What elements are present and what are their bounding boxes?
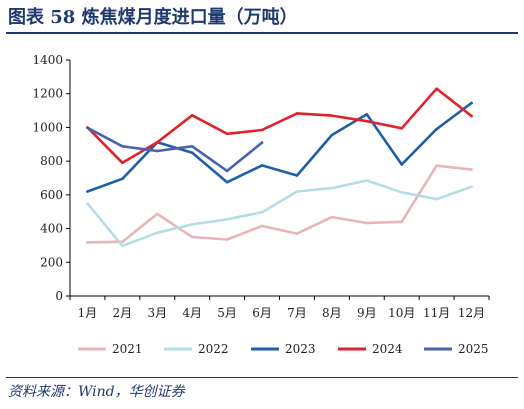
y-tick-label: 0 xyxy=(55,289,63,303)
data-point-2023 xyxy=(121,177,124,181)
y-tick-label: 1000 xyxy=(32,120,63,134)
x-tick-label: 3月 xyxy=(147,306,167,320)
data-point-2022 xyxy=(435,197,438,201)
data-point-2025 xyxy=(121,145,124,148)
data-point-2023 xyxy=(435,127,438,131)
series-line-2021 xyxy=(86,164,473,244)
data-point-2021 xyxy=(155,212,159,216)
data-point-2022 xyxy=(400,191,404,194)
x-tick-label: 12月 xyxy=(458,306,485,320)
series-line-2024 xyxy=(86,87,473,165)
data-point-2025 xyxy=(260,141,264,144)
data-point-2022 xyxy=(155,231,159,235)
data-point-2024 xyxy=(470,114,473,118)
data-point-2022 xyxy=(225,218,229,221)
legend-label-2023: 2023 xyxy=(285,342,316,356)
x-tick-label: 7月 xyxy=(287,306,307,320)
axes xyxy=(69,60,489,297)
x-tick-label: 1月 xyxy=(78,306,98,320)
data-point-2024 xyxy=(435,87,438,90)
data-point-2024 xyxy=(190,113,194,117)
x-tick-label: 4月 xyxy=(182,306,202,320)
x-tick-label: 11月 xyxy=(423,306,450,320)
data-point-2023 xyxy=(470,101,473,105)
import-line-chart: 0 200 400 600 800 1000 1200 1400 1月 2月 3月 4月 5月 6月 7月 8… xyxy=(32,53,490,356)
data-point-2021 xyxy=(86,241,89,244)
y-tick-label: 800 xyxy=(40,154,63,168)
x-tick-label: 6月 xyxy=(252,306,272,320)
data-point-2023 xyxy=(86,190,89,193)
data-point-2023 xyxy=(225,180,229,184)
data-point-2021 xyxy=(470,168,473,171)
figure-title: 图表 58 炼焦煤月度进口量（万吨） xyxy=(8,7,298,28)
data-point-2021 xyxy=(225,238,229,241)
data-point-2024 xyxy=(295,112,299,115)
x-tick-label: 5月 xyxy=(217,306,237,320)
y-tick-label: 400 xyxy=(40,222,63,236)
data-point-2021 xyxy=(330,215,334,219)
data-point-2023 xyxy=(330,133,334,137)
data-point-2023 xyxy=(295,174,299,177)
data-point-2021 xyxy=(121,240,124,244)
data-point-2021 xyxy=(435,164,438,167)
data-point-2024 xyxy=(121,161,124,165)
tick-labels: 0 200 400 600 800 1000 1200 1400 1月 2月 3月 4月 5月 6月 7月 8… xyxy=(32,53,490,320)
data-point-2021 xyxy=(400,220,404,224)
data-point-2021 xyxy=(365,221,369,225)
legend-label-2025: 2025 xyxy=(458,342,489,356)
legend-label-2024: 2024 xyxy=(372,342,403,356)
data-point-2023 xyxy=(260,164,264,167)
legend-label-2022: 2022 xyxy=(198,342,229,356)
data-point-2022 xyxy=(121,244,124,248)
source-note: 资料来源：Wind，华创证券 xyxy=(8,384,185,400)
y-tick-label: 200 xyxy=(40,255,63,269)
data-point-2025 xyxy=(225,169,229,173)
title-rule xyxy=(6,32,518,34)
data-point-2021 xyxy=(190,235,194,239)
data-point-2022 xyxy=(330,186,334,190)
data-point-2024 xyxy=(330,114,334,117)
y-tick-label: 1200 xyxy=(32,87,63,101)
data-point-2022 xyxy=(365,179,369,182)
x-tick-label: 8月 xyxy=(322,306,342,320)
data-point-2021 xyxy=(295,232,299,235)
source-rule xyxy=(6,377,518,378)
data-point-2024 xyxy=(365,119,369,123)
data-point-2024 xyxy=(155,140,159,144)
series-line-2025 xyxy=(86,126,264,173)
legend: 2021 2022 2023 2024 2025 xyxy=(78,342,489,356)
x-tick-label: 9月 xyxy=(357,306,377,320)
data-point-2023 xyxy=(400,163,404,166)
data-point-2025 xyxy=(190,145,194,148)
legend-label-2021: 2021 xyxy=(112,342,143,356)
y-tick-label: 600 xyxy=(40,188,63,202)
data-point-2022 xyxy=(295,190,299,193)
data-point-2022 xyxy=(86,202,89,205)
data-point-2023 xyxy=(365,112,369,116)
y-tick-label: 1400 xyxy=(32,53,63,67)
data-point-2025 xyxy=(155,149,159,153)
series-lines xyxy=(86,87,473,248)
data-point-2023 xyxy=(190,151,194,155)
data-point-2025 xyxy=(86,126,89,130)
series-line-2023 xyxy=(86,101,473,193)
data-point-2021 xyxy=(260,224,264,228)
data-point-2022 xyxy=(470,185,473,189)
data-point-2022 xyxy=(190,223,194,226)
data-point-2024 xyxy=(400,126,404,130)
x-tick-label: 2月 xyxy=(113,306,133,320)
x-tick-label: 10月 xyxy=(388,306,415,320)
data-point-2024 xyxy=(225,132,229,136)
series-line-2022 xyxy=(86,179,473,248)
data-point-2024 xyxy=(260,128,264,132)
data-point-2022 xyxy=(260,210,264,214)
